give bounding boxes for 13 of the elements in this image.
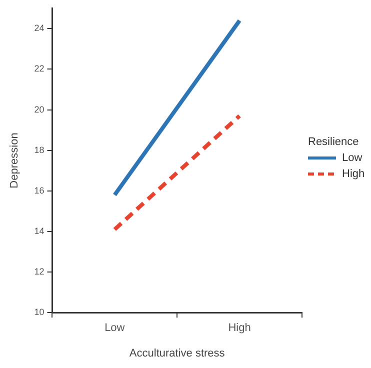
y-tick-label: 16 xyxy=(34,185,44,196)
y-tick-label: 22 xyxy=(34,64,44,74)
y-tick-label: 12 xyxy=(34,266,44,277)
x-axis-title: Acculturative stress xyxy=(129,347,226,360)
y-tick-label: 10 xyxy=(34,307,44,318)
legend-label: Low xyxy=(342,152,362,164)
y-tick-label: 24 xyxy=(34,23,44,34)
y-axis-title: Depression xyxy=(8,132,21,188)
y-tick-label: 18 xyxy=(34,144,44,155)
legend-label: High xyxy=(342,168,365,180)
y-tick-label: 20 xyxy=(34,104,44,114)
legend-title: Resilience xyxy=(308,136,360,148)
y-tick-label: 14 xyxy=(34,226,44,236)
